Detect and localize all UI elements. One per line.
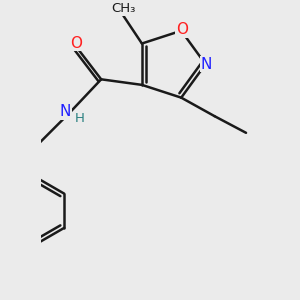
Text: N: N (59, 104, 71, 119)
Text: O: O (70, 36, 82, 51)
Text: CH₃: CH₃ (111, 2, 136, 15)
Text: H: H (75, 112, 85, 125)
Text: N: N (201, 57, 212, 72)
Text: O: O (176, 22, 188, 37)
